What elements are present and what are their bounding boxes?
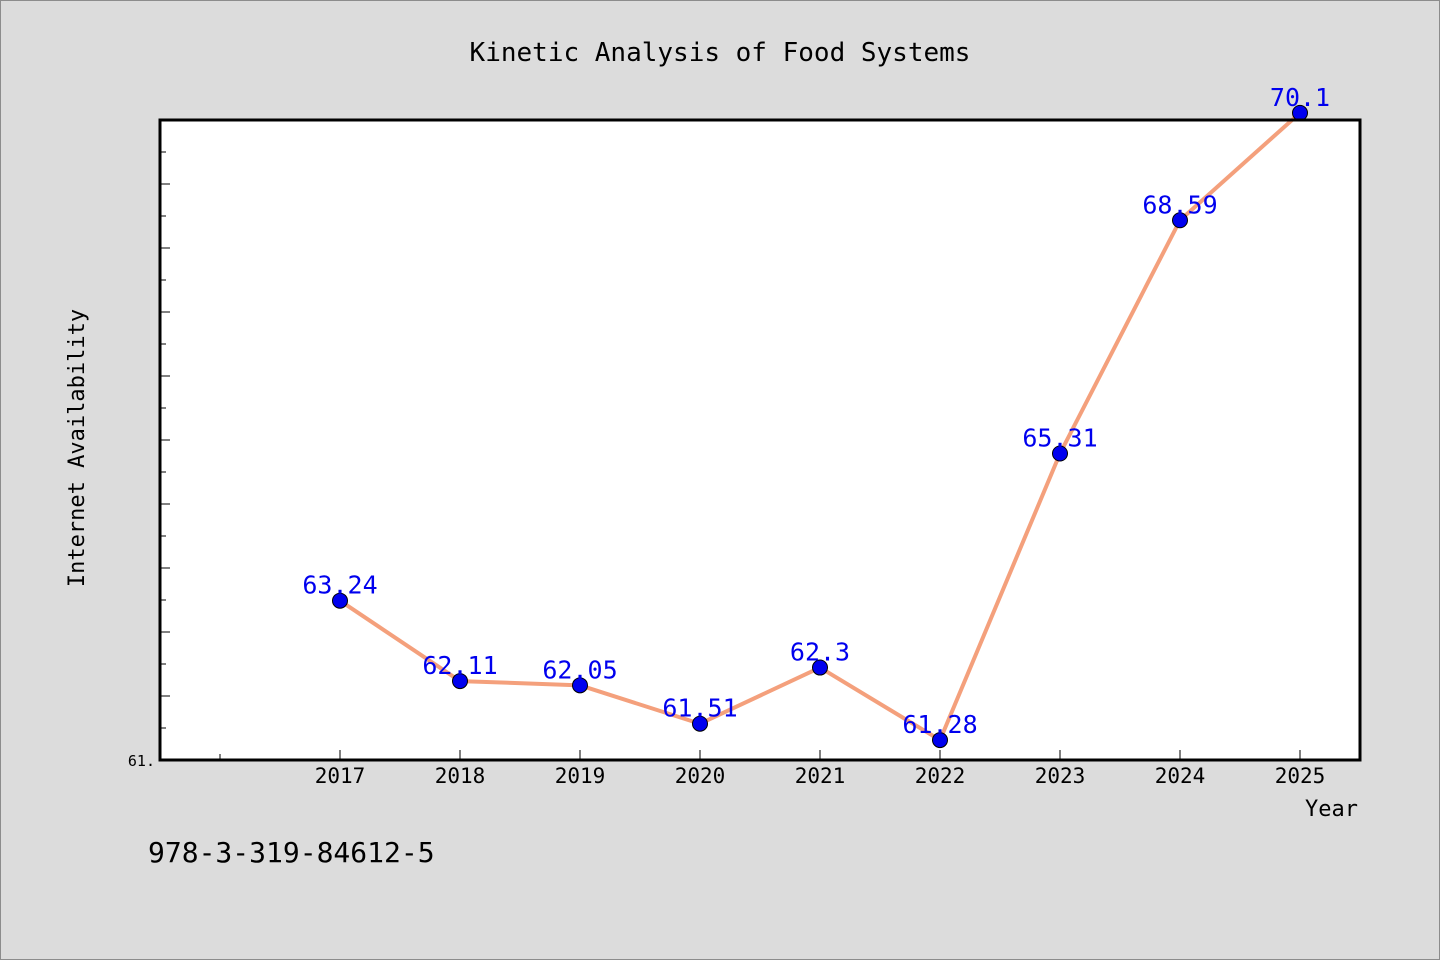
x-tick-label-2025: 2025 (1275, 764, 1326, 788)
data-label-2022: 61.28 (902, 710, 977, 739)
x-tick-label-2023: 2023 (1035, 764, 1086, 788)
data-point-2018 (452, 673, 468, 690)
x-axis-tick-labels: 2017 2018 2019 2020 2021 2022 2023 2024 2025 (315, 764, 1326, 788)
plot-border (158, 118, 1362, 762)
data-point-2022 (932, 732, 948, 749)
x-tick-label-2022: 2022 (915, 764, 966, 788)
data-point-2021 (812, 659, 828, 676)
chart-title: Kinetic Analysis of Food Systems (470, 38, 971, 68)
data-label-2023: 65.31 (1022, 424, 1097, 453)
data-labels: 63.24 62.11 62.05 61.51 62.3 61.28 65.31 68.59 7… (302, 83, 1330, 739)
x-tick-label-2024: 2024 (1155, 764, 1206, 788)
data-markers (332, 104, 1308, 749)
data-label-2018: 62.11 (422, 651, 497, 680)
plot-area (160, 120, 1360, 760)
data-label-2019: 62.05 (542, 655, 617, 684)
data-label-2017: 63.24 (302, 571, 377, 600)
x-tick-label-2020: 2020 (675, 764, 726, 788)
data-point-2019 (572, 677, 588, 694)
y-axis-tick-label: 61. (128, 752, 155, 770)
data-point-2024 (1172, 212, 1188, 229)
x-tick-label-2019: 2019 (555, 764, 606, 788)
data-label-2021: 62.3 (790, 638, 850, 667)
data-point-2020 (692, 715, 708, 732)
data-point-2017 (332, 592, 348, 609)
x-axis-label: Year (1305, 797, 1358, 822)
y-axis-label: Internet Availability (65, 309, 90, 587)
data-label-2020: 61.51 (662, 694, 737, 723)
data-label-2024: 68.59 (1142, 190, 1217, 219)
footer-identifier: 978-3-319-84612-5 (148, 836, 435, 869)
x-tick-label-2017: 2017 (315, 764, 366, 788)
data-label-2025: 70.1 (1270, 83, 1330, 112)
data-point-2023 (1052, 445, 1068, 462)
x-tick-label-2021: 2021 (795, 764, 846, 788)
x-tick-label-2018: 2018 (435, 764, 486, 788)
